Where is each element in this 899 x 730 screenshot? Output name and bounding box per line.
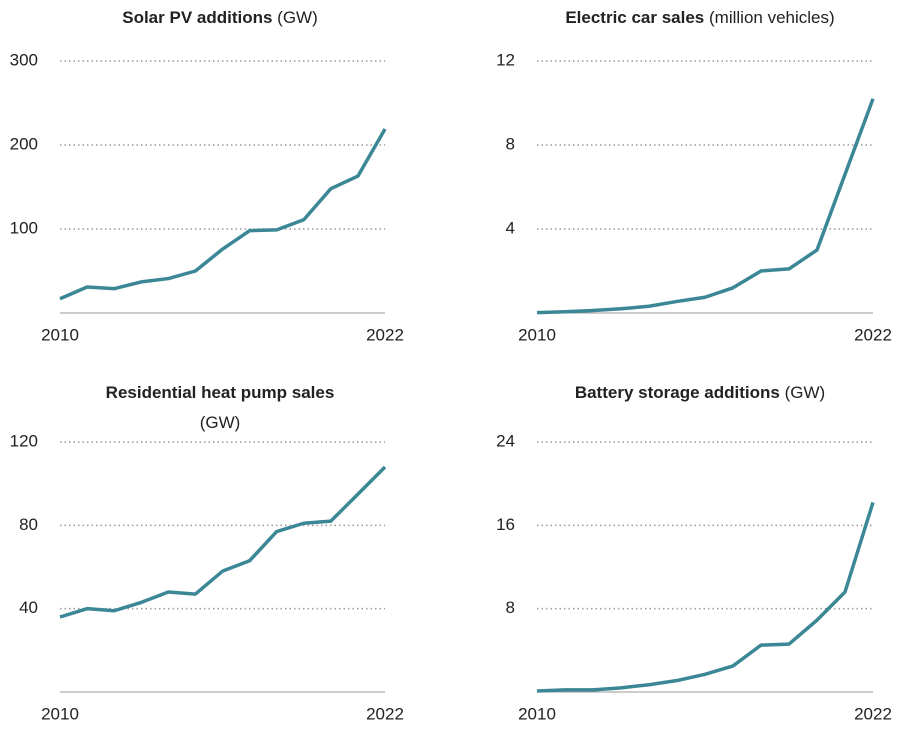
y-tick-label: 40 (19, 598, 38, 617)
y-tick-label: 200 (10, 134, 38, 153)
x-tick-label: 2010 (41, 704, 79, 723)
x-tick-label: 2022 (366, 325, 404, 344)
title-main: Electric car sales (565, 8, 705, 27)
data-line (536, 501, 875, 693)
y-tick-label: 24 (496, 431, 515, 450)
data-line (59, 128, 387, 301)
chart-title: Residential heat pump sales (GW) (90, 378, 350, 438)
y-tick-label: 4 (506, 218, 515, 237)
y-tick-label: 300 (10, 50, 38, 69)
y-tick-label: 8 (506, 134, 515, 153)
x-tick-label: 2022 (854, 325, 892, 344)
y-tick-label: 8 (506, 598, 515, 617)
y-tick-label: 16 (496, 515, 515, 534)
x-tick-label: 2010 (518, 325, 556, 344)
title-main: Battery storage additions (574, 383, 780, 402)
chart-title: Battery storage additions (GW) (570, 378, 830, 408)
y-tick-label: 100 (10, 218, 38, 237)
x-tick-label: 2022 (366, 704, 404, 723)
x-tick-label: 2010 (41, 325, 79, 344)
chart-title: Solar PV additions (GW) (70, 3, 370, 33)
title-unit: (million vehicles) (709, 8, 835, 27)
title-main: Residential heat pump sales (105, 383, 335, 402)
chart-title: Electric car sales (million vehicles) (500, 3, 899, 33)
title-main: Solar PV additions (122, 8, 273, 27)
data-line (59, 465, 387, 619)
x-tick-label: 2022 (854, 704, 892, 723)
title-unit: (GW) (784, 383, 826, 402)
y-tick-label: 80 (19, 515, 38, 534)
y-tick-label: 120 (10, 431, 38, 450)
y-tick-label: 12 (496, 50, 515, 69)
x-tick-label: 2010 (518, 704, 556, 723)
title-unit: (GW) (277, 8, 318, 27)
data-line (536, 98, 875, 315)
title-unit: (GW) (199, 413, 241, 432)
